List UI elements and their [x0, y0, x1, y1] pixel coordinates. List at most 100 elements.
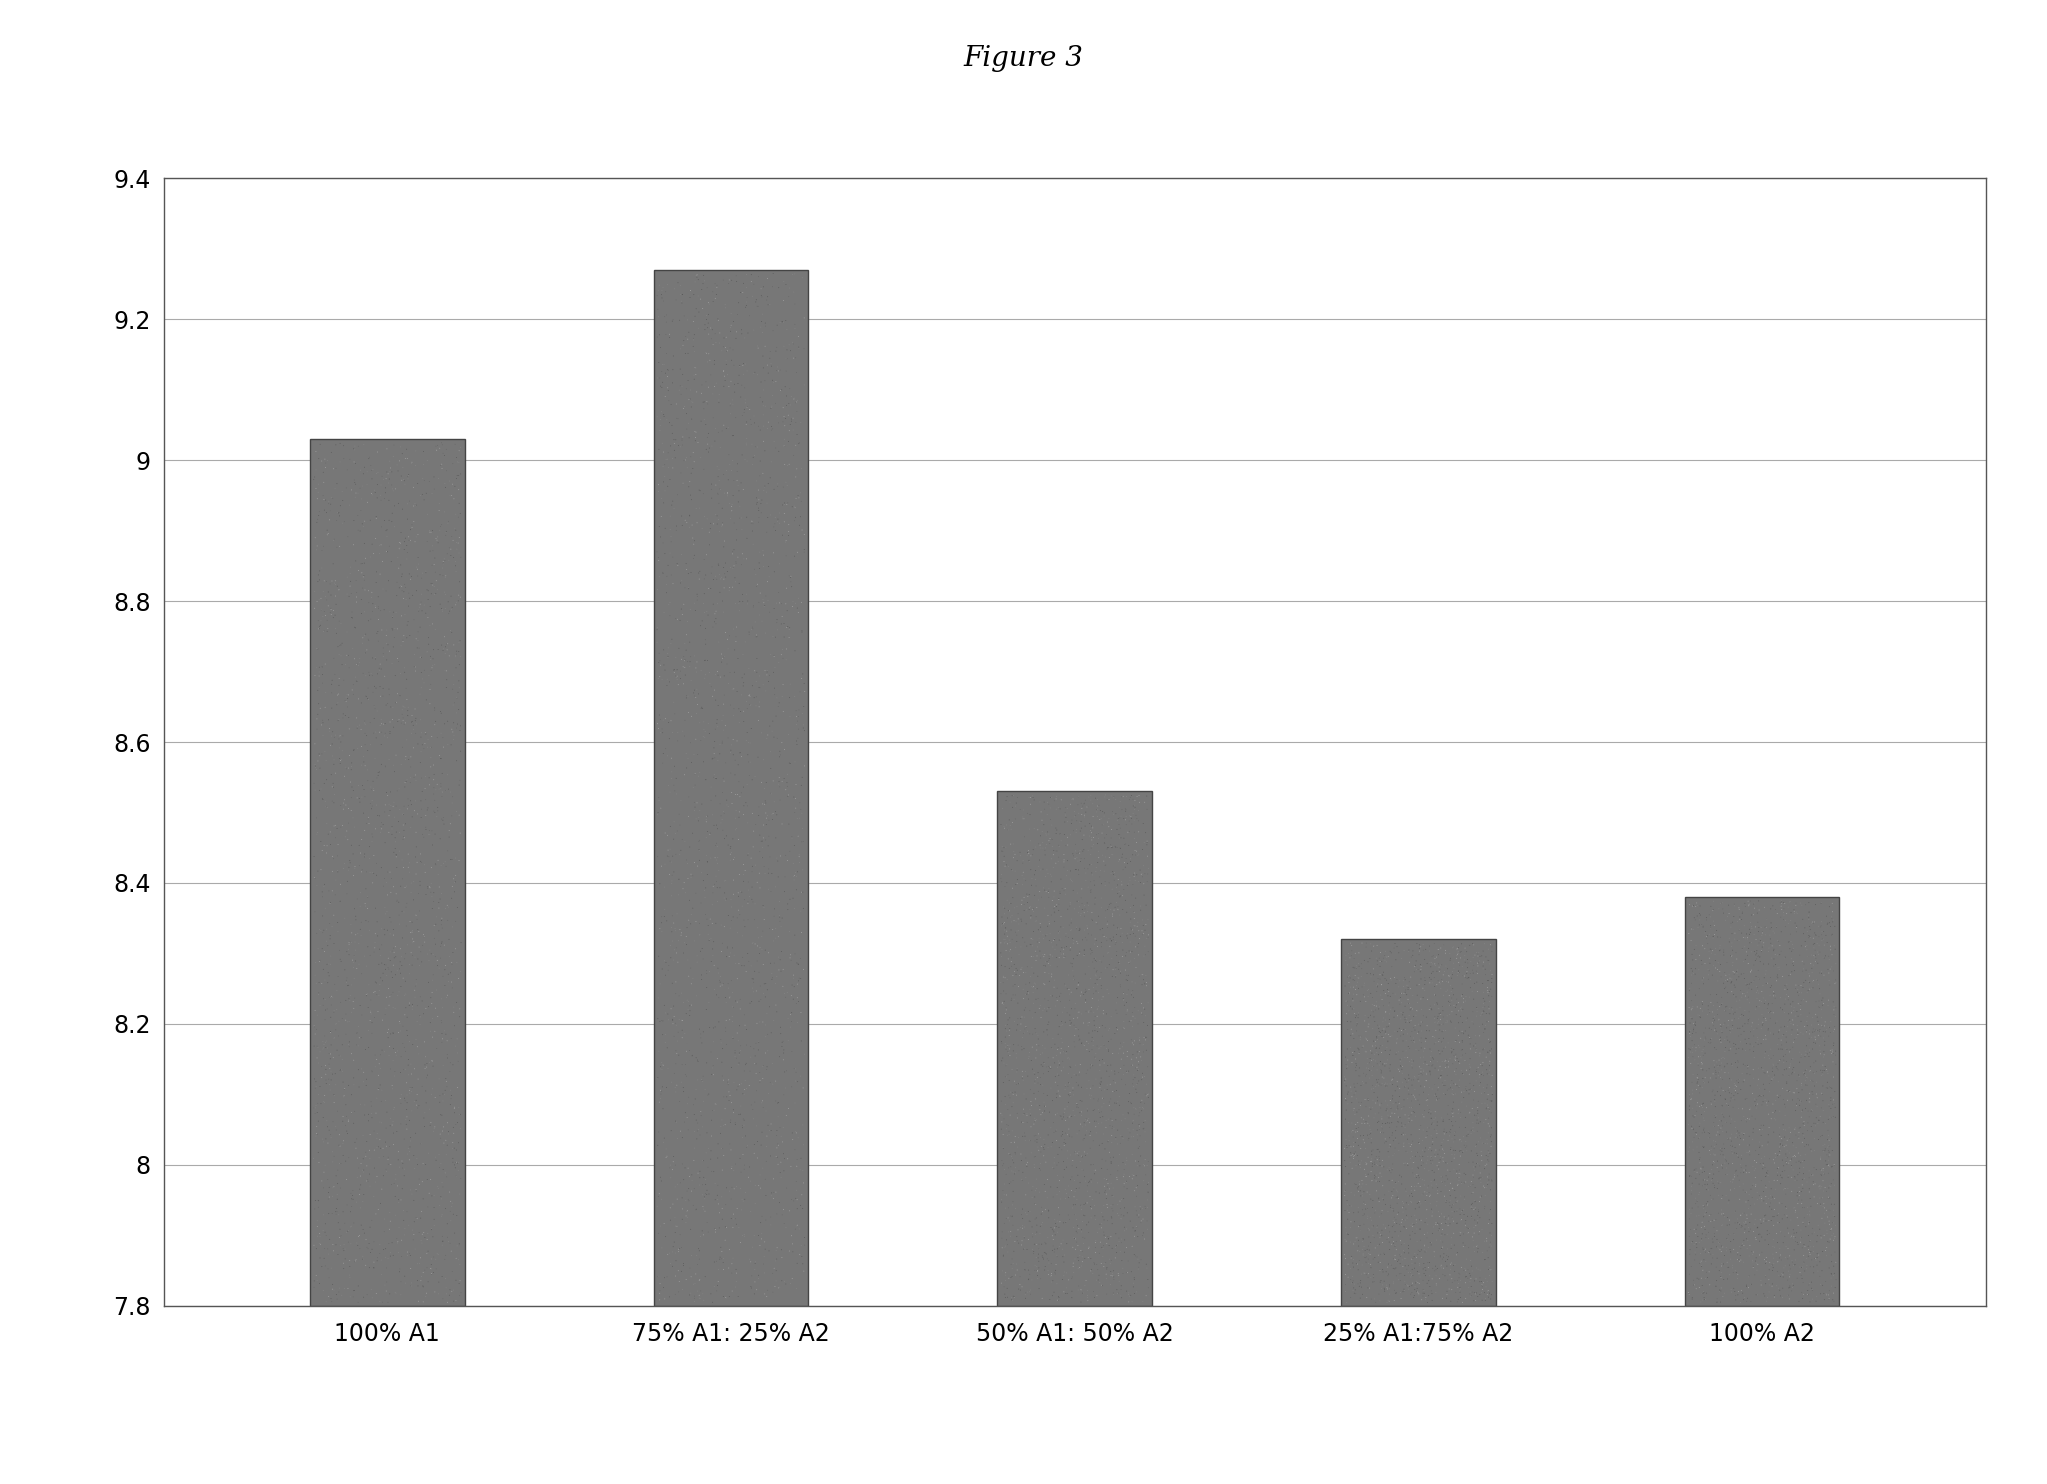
- Point: [1419, 1143, 1451, 1166]
- Point: [315, 984, 348, 1008]
- Point: [757, 769, 790, 792]
- Point: [364, 684, 397, 708]
- Point: [1687, 1109, 1719, 1132]
- Point: [1060, 818, 1093, 841]
- Point: [708, 295, 741, 319]
- Point: [1707, 1055, 1740, 1079]
- Point: [1048, 877, 1081, 901]
- Point: [1126, 974, 1159, 997]
- Point: [299, 439, 332, 463]
- Point: [1363, 950, 1396, 974]
- Point: [651, 641, 684, 665]
- Point: [1775, 922, 1808, 945]
- Point: [661, 1187, 694, 1211]
- Point: [1808, 1058, 1840, 1082]
- Point: [1709, 1088, 1742, 1112]
- Point: [1687, 1134, 1719, 1158]
- Point: [1758, 922, 1791, 945]
- Point: [995, 954, 1028, 978]
- Point: [1101, 1119, 1134, 1143]
- Point: [1064, 809, 1097, 833]
- Point: [399, 439, 432, 463]
- Point: [313, 1175, 346, 1199]
- Point: [997, 795, 1030, 819]
- Point: [438, 996, 471, 1020]
- Point: [313, 1186, 346, 1209]
- Point: [1445, 1138, 1478, 1162]
- Point: [395, 516, 428, 540]
- Point: [323, 666, 356, 690]
- Point: [680, 598, 712, 622]
- Point: [389, 982, 422, 1006]
- Point: [1797, 1261, 1830, 1285]
- Point: [301, 1209, 334, 1233]
- Point: [1382, 1186, 1414, 1209]
- Point: [694, 950, 727, 974]
- Point: [373, 1135, 405, 1159]
- Point: [657, 1024, 690, 1048]
- Point: [764, 889, 796, 913]
- Point: [315, 597, 348, 620]
- Point: [430, 1266, 463, 1290]
- Point: [420, 709, 452, 733]
- Point: [1447, 1232, 1480, 1255]
- Point: [315, 441, 348, 464]
- Point: [299, 1022, 332, 1046]
- Point: [385, 1045, 418, 1068]
- Point: [375, 781, 407, 804]
- Point: [1001, 1073, 1034, 1097]
- Point: [1787, 971, 1820, 994]
- Point: [1462, 1201, 1494, 1224]
- Point: [1091, 978, 1124, 1002]
- Point: [1374, 1159, 1406, 1183]
- Point: [1386, 1097, 1419, 1120]
- Point: [1042, 1285, 1075, 1309]
- Point: [753, 466, 786, 490]
- Point: [1028, 797, 1060, 821]
- Point: [1396, 1132, 1429, 1156]
- Point: [1818, 1221, 1850, 1245]
- Point: [1787, 1196, 1820, 1220]
- Point: [1701, 1156, 1734, 1180]
- Point: [411, 942, 444, 966]
- Point: [317, 487, 350, 510]
- Point: [1427, 984, 1460, 1008]
- Point: [770, 384, 802, 408]
- Point: [987, 965, 1019, 988]
- Point: [1775, 1052, 1808, 1076]
- Point: [1054, 997, 1087, 1021]
- Point: [330, 690, 362, 714]
- Point: [1808, 1063, 1840, 1086]
- Point: [1124, 1028, 1157, 1052]
- Point: [727, 1143, 759, 1166]
- Point: [1013, 898, 1046, 922]
- Point: [1683, 944, 1715, 968]
- Point: [1107, 993, 1140, 1017]
- Point: [1384, 1245, 1417, 1269]
- Point: [772, 775, 804, 798]
- Point: [371, 963, 403, 987]
- Point: [1717, 1086, 1750, 1110]
- Point: [663, 378, 696, 402]
- Point: [733, 870, 766, 893]
- Point: [788, 1132, 821, 1156]
- Point: [751, 472, 784, 496]
- Point: [418, 926, 450, 950]
- Point: [1019, 1109, 1052, 1132]
- Point: [313, 508, 346, 531]
- Point: [1676, 1045, 1709, 1068]
- Point: [1820, 996, 1853, 1020]
- Point: [368, 476, 401, 500]
- Point: [426, 1030, 459, 1054]
- Point: [1460, 1005, 1492, 1028]
- Point: [1066, 1239, 1099, 1263]
- Point: [420, 561, 452, 585]
- Point: [1019, 1033, 1052, 1057]
- Point: [387, 1152, 420, 1175]
- Point: [1093, 1073, 1126, 1097]
- Point: [422, 531, 454, 555]
- Point: [1112, 1040, 1144, 1064]
- Point: [383, 957, 416, 981]
- Point: [692, 711, 725, 735]
- Point: [1361, 1068, 1394, 1092]
